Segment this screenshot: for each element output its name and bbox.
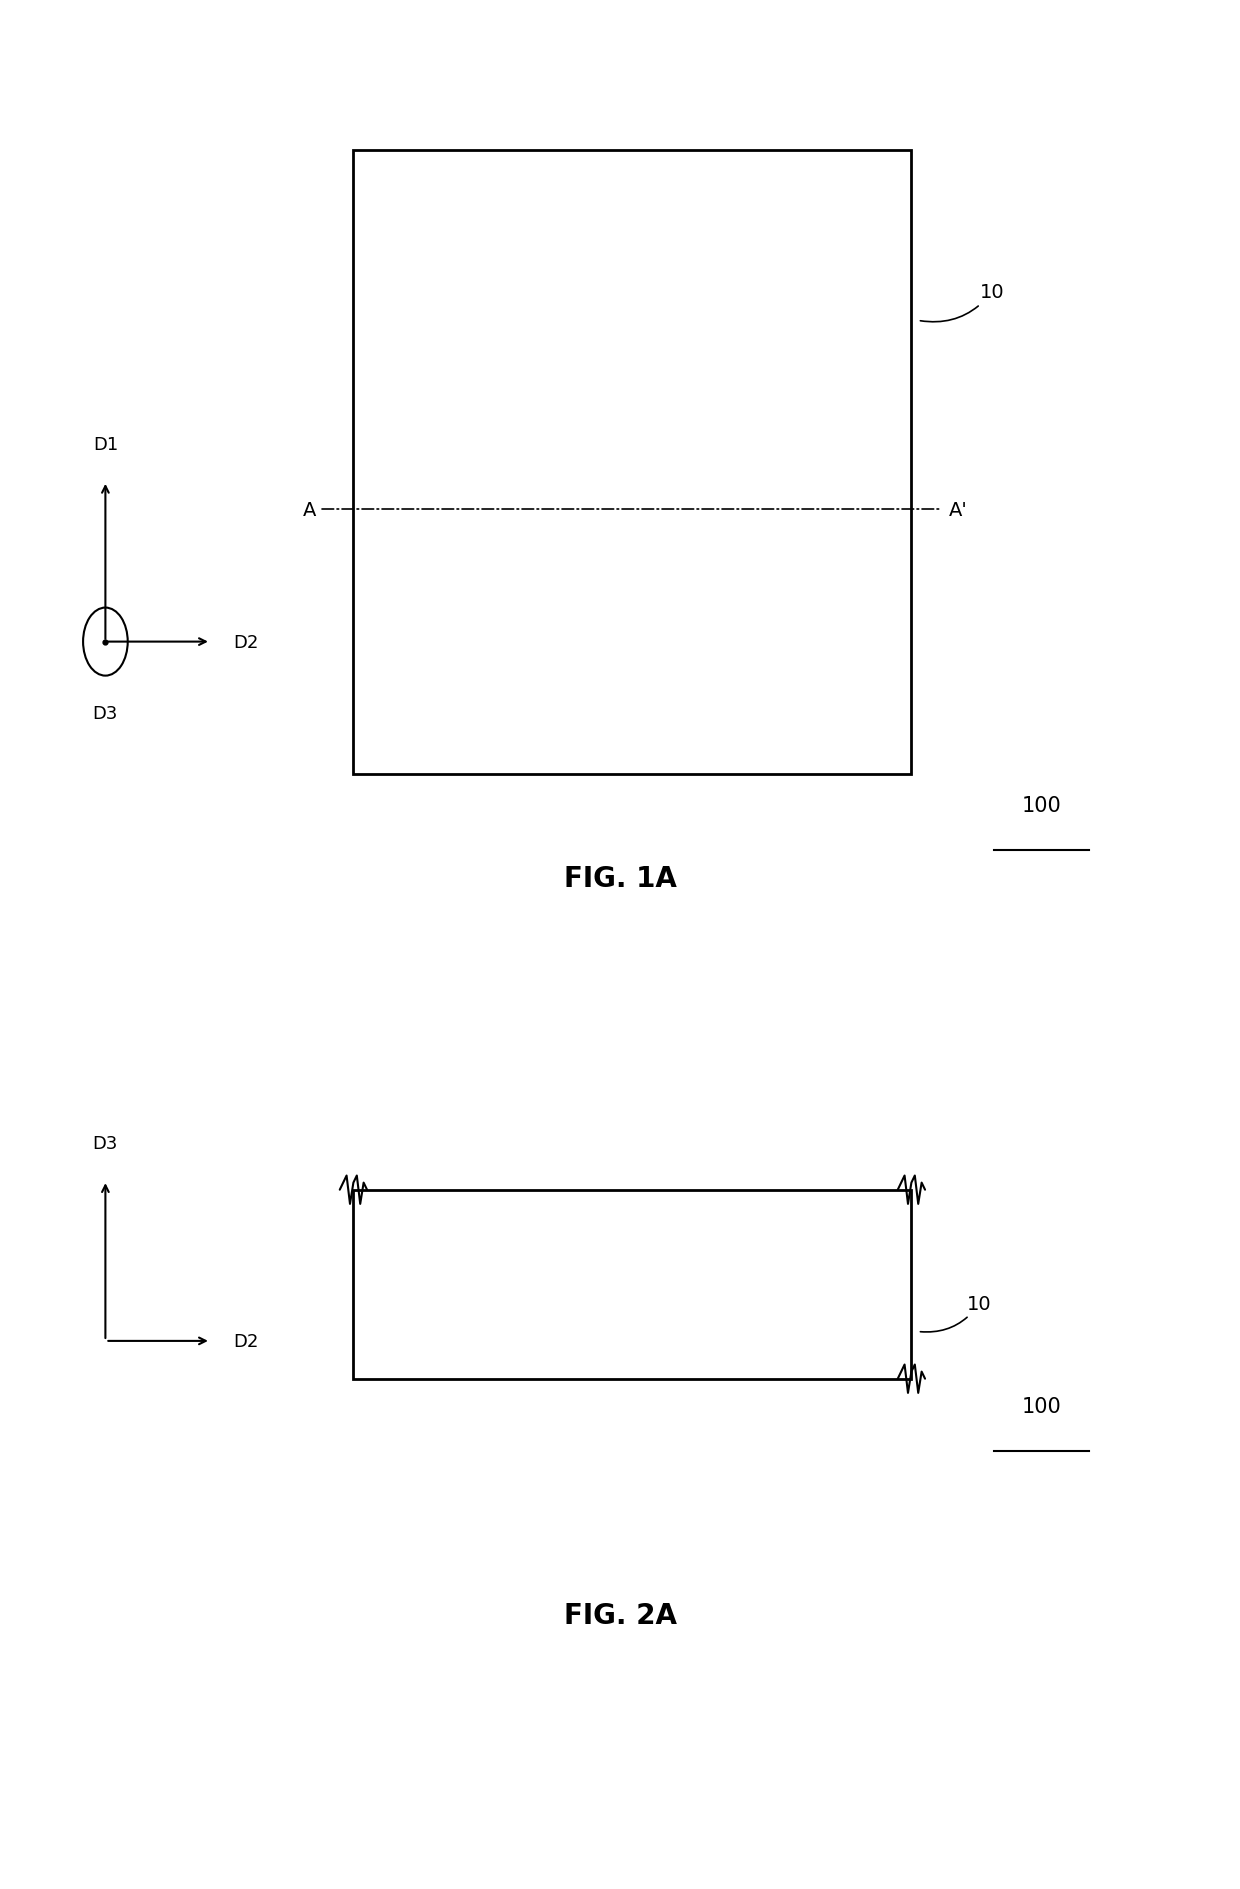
Text: 100: 100 (1022, 795, 1061, 816)
Text: A': A' (949, 501, 967, 519)
Text: 10: 10 (920, 283, 1004, 323)
Text: D1: D1 (93, 434, 118, 453)
Text: 10: 10 (920, 1294, 992, 1332)
Text: FIG. 2A: FIG. 2A (563, 1602, 677, 1628)
Text: FIG. 1A: FIG. 1A (563, 865, 677, 892)
Text: D2: D2 (233, 633, 258, 652)
Text: D3: D3 (93, 705, 118, 723)
Text: 100: 100 (1022, 1396, 1061, 1417)
Text: D2: D2 (233, 1332, 258, 1351)
Text: D3: D3 (93, 1133, 118, 1152)
Text: A: A (303, 501, 316, 519)
